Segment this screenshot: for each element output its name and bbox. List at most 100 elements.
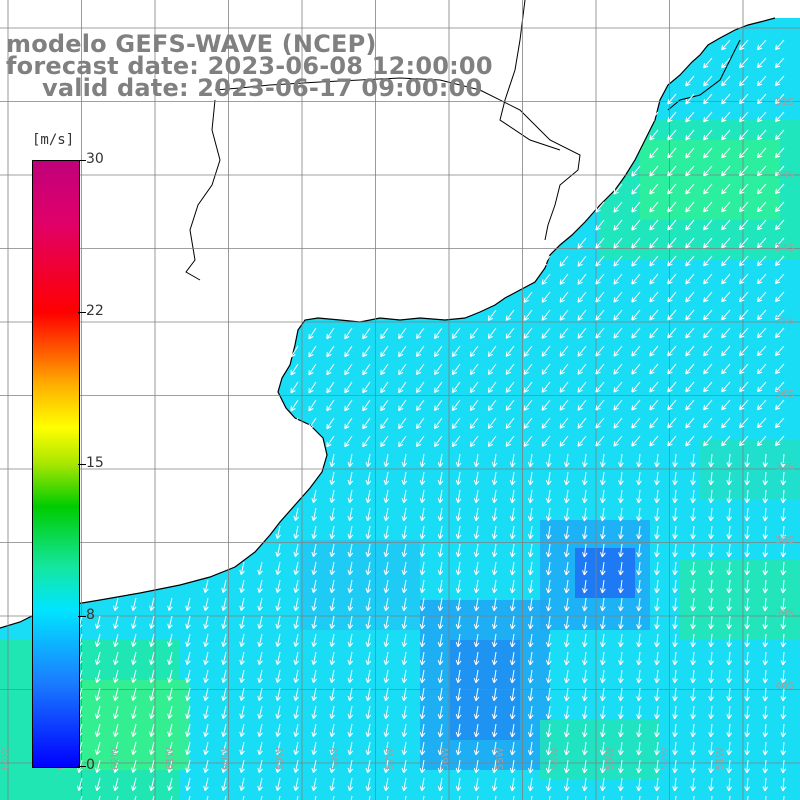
wind-arrow <box>631 237 641 249</box>
wind-arrow <box>559 327 569 339</box>
wind-arrow <box>690 579 696 594</box>
wind-arrow <box>739 201 749 213</box>
wind-arrow <box>167 633 173 647</box>
wind-arrow <box>582 597 588 612</box>
wind-arrow <box>685 345 695 357</box>
wind-arrow <box>437 453 444 468</box>
wind-arrow <box>311 507 317 522</box>
wind-arrow <box>365 579 372 594</box>
wind-arrow <box>545 759 552 774</box>
wind-arrow <box>577 381 587 393</box>
wind-arrow <box>487 309 497 321</box>
wind-arrow <box>131 615 137 629</box>
wind-arrow <box>559 417 569 429</box>
wind-arrow <box>311 543 317 558</box>
wind-arrow <box>654 561 660 576</box>
wind-arrow <box>774 39 785 51</box>
wind-arrow <box>774 237 785 249</box>
wind-arrow <box>600 597 606 612</box>
wind-arrow <box>744 615 751 630</box>
wind-arrow <box>455 723 462 738</box>
wind-arrow <box>527 723 534 738</box>
wind-arrow <box>239 741 245 756</box>
latitude-label: 36S <box>775 389 794 400</box>
wind-arrow <box>636 741 642 756</box>
wind-arrow <box>365 471 372 486</box>
wind-arrow <box>762 543 769 558</box>
wind-arrow <box>541 345 551 357</box>
longitude-label: 58W <box>330 747 341 770</box>
wind-arrow <box>649 345 659 357</box>
wind-arrow <box>383 705 390 720</box>
wind-arrow <box>491 489 498 504</box>
wind-arrow <box>365 453 372 468</box>
wind-arrow <box>584 795 587 800</box>
wind-arrow <box>419 453 426 468</box>
wind-arrow <box>401 615 408 630</box>
wind-arrow <box>487 381 497 393</box>
wind-arrow <box>523 309 533 321</box>
wind-arrow <box>756 309 767 321</box>
wind-arrow <box>185 705 191 720</box>
wind-arrow <box>257 759 263 774</box>
latitude-label: 40S <box>775 681 794 692</box>
wind-arrow <box>636 759 642 774</box>
wind-arrow <box>347 489 354 504</box>
wind-arrow <box>726 777 733 792</box>
wind-arrow <box>780 561 787 576</box>
wind-arrow <box>726 489 733 504</box>
wind-arrow <box>654 579 660 594</box>
longitude-label: 56W <box>440 747 451 770</box>
wind-arrow <box>365 525 372 540</box>
wind-arrow <box>419 471 426 486</box>
wind-arrow <box>672 651 678 666</box>
model-title: modelo GEFS-WAVE (NCEP) <box>6 30 377 58</box>
wind-arrow <box>434 399 443 412</box>
wind-arrow <box>721 381 731 393</box>
wind-arrow <box>419 651 426 666</box>
wind-arrow <box>203 777 209 792</box>
wind-arrow <box>455 543 462 558</box>
wind-arrow <box>149 633 155 647</box>
wind-arrow <box>600 453 606 468</box>
wind-arrow <box>203 651 209 666</box>
wind-arrow <box>293 525 299 540</box>
wind-arrow <box>667 435 677 447</box>
wind-arrow <box>672 525 678 540</box>
wind-arrow <box>631 183 641 195</box>
wind-arrow <box>726 561 733 576</box>
wind-arrow <box>290 399 299 412</box>
wind-arrow <box>774 381 785 393</box>
wind-arrow <box>455 507 462 522</box>
wind-arrow <box>293 561 299 576</box>
wind-arrow <box>167 615 173 629</box>
wind-arrow <box>523 363 533 375</box>
wind-arrow <box>780 651 787 666</box>
wind-arrow <box>469 345 479 357</box>
wind-arrow <box>530 795 533 800</box>
wind-arrow <box>419 597 426 612</box>
wind-arrow <box>527 759 534 774</box>
wind-arrow <box>332 795 335 800</box>
wind-arrow <box>708 705 714 720</box>
wind-arrow <box>527 705 534 720</box>
wind-arrow <box>774 273 785 285</box>
wind-arrow <box>613 435 623 447</box>
wind-arrow <box>326 381 335 394</box>
wind-arrow <box>654 597 660 612</box>
wind-arrow <box>383 597 390 612</box>
wind-arrow <box>739 111 749 123</box>
wind-arrow <box>149 759 155 773</box>
wind-arrow <box>365 489 372 504</box>
wind-arrow <box>455 471 462 486</box>
wind-arrow <box>672 579 678 594</box>
wind-arrow <box>113 669 119 683</box>
wind-arrow <box>721 345 731 357</box>
wind-arrow <box>329 489 336 504</box>
wind-arrow <box>203 579 209 594</box>
wind-arrow <box>419 579 426 594</box>
wind-arrow <box>473 561 480 576</box>
wind-arrow <box>455 489 462 504</box>
wind-arrow <box>739 57 749 69</box>
wind-arrow <box>239 705 245 720</box>
